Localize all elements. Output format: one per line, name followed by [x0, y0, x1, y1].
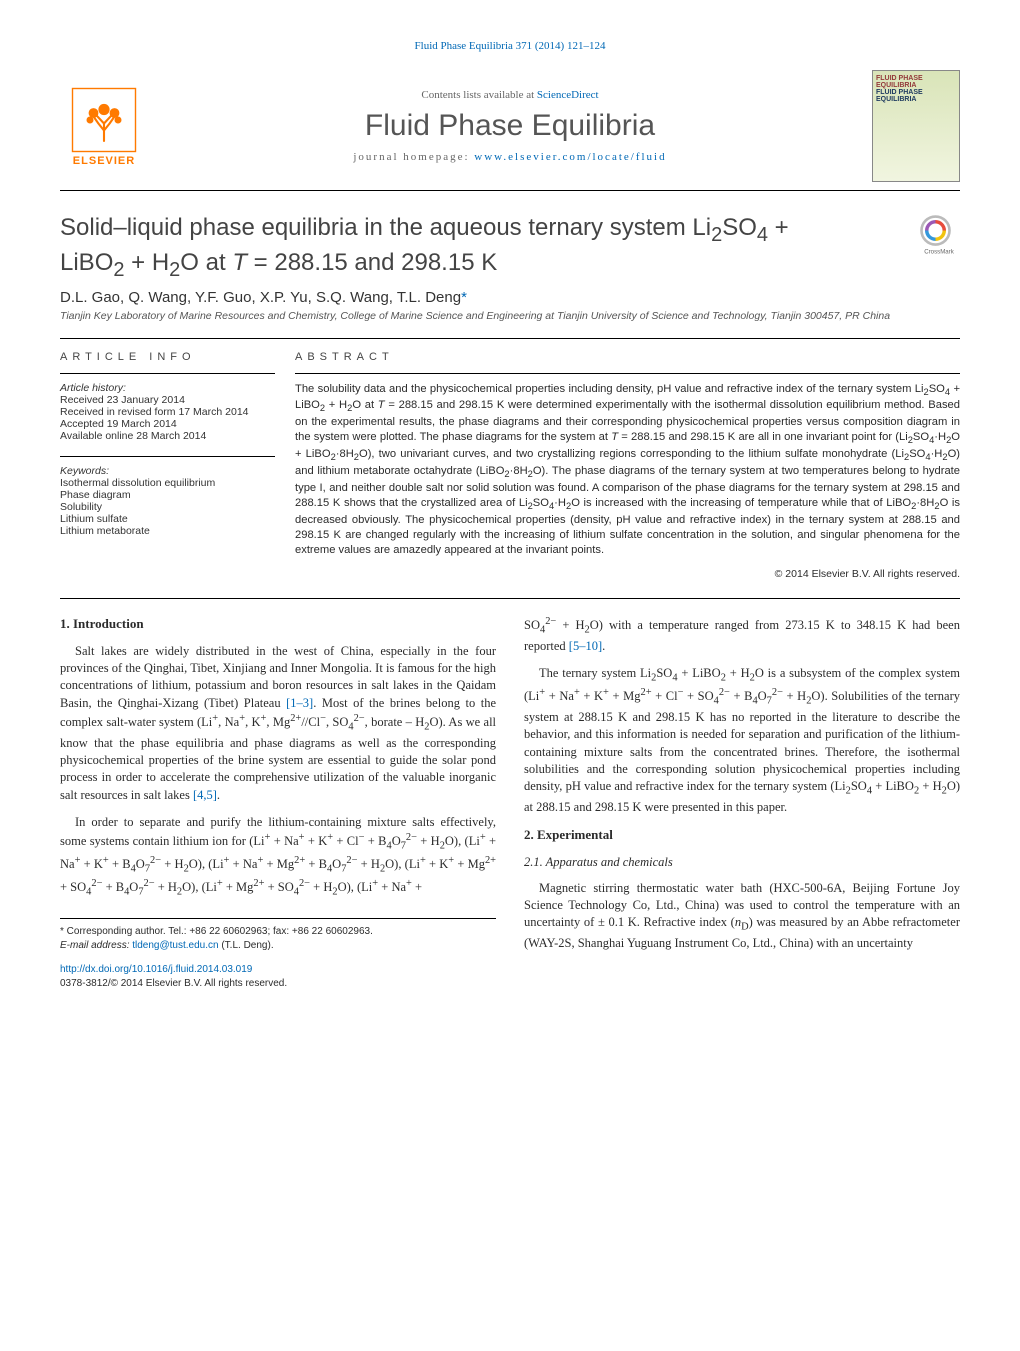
masthead: ELSEVIER Contents lists available at Sci…: [60, 70, 960, 191]
left-column: 1. Introduction Salt lakes are widely di…: [60, 615, 496, 991]
affiliation: Tianjin Key Laboratory of Marine Resourc…: [60, 310, 960, 322]
keyword: Isothermal dissolution equilibrium: [60, 477, 275, 489]
col2-p2: The ternary system Li2SO4 + LiBO2 + H2O …: [524, 665, 960, 816]
keyword: Solubility: [60, 501, 275, 513]
corresponding-author: * Corresponding author. Tel.: +86 22 606…: [60, 925, 496, 939]
article-info-column: ARTICLE INFO Article history: Received 2…: [60, 351, 295, 580]
article-info-heading: ARTICLE INFO: [60, 351, 275, 363]
cover-text-1b: EQUILIBRIA: [876, 82, 956, 89]
section-1-p2: In order to separate and purify the lith…: [60, 814, 496, 900]
elsevier-text: ELSEVIER: [73, 155, 135, 167]
elsevier-tree-icon: [69, 85, 139, 155]
section-1-heading: 1. Introduction: [60, 615, 496, 633]
body-columns: 1. Introduction Salt lakes are widely di…: [60, 598, 960, 991]
title-row: Solid–liquid phase equilibria in the aqu…: [60, 213, 960, 283]
article-title: Solid–liquid phase equilibria in the aqu…: [60, 213, 820, 283]
email-row: E-mail address: tldeng@tust.edu.cn (T.L.…: [60, 939, 496, 953]
abstract-column: ABSTRACT The solubility data and the phy…: [295, 351, 960, 580]
homepage-label: journal homepage:: [353, 151, 474, 163]
keywords-label: Keywords:: [60, 465, 275, 477]
sciencedirect-link[interactable]: ScienceDirect: [537, 89, 599, 101]
cover-text-2b: EQUILIBRIA: [876, 96, 956, 103]
abstract-text: The solubility data and the physicochemi…: [295, 382, 960, 558]
journal-cover-icon: FLUID PHASE EQUILIBRIA FLUID PHASE EQUIL…: [872, 70, 960, 182]
issn-copyright: 0378-3812/© 2014 Elsevier B.V. All right…: [60, 977, 496, 991]
journal-homepage: journal homepage: www.elsevier.com/locat…: [148, 151, 872, 163]
header-citation: Fluid Phase Equilibria 371 (2014) 121–12…: [60, 40, 960, 52]
abstract-copyright: © 2014 Elsevier B.V. All rights reserved…: [295, 568, 960, 580]
cover-text-2a: FLUID PHASE: [876, 89, 956, 96]
history-line: Received in revised form 17 March 2014: [60, 406, 275, 418]
journal-title: Fluid Phase Equilibria: [148, 109, 872, 143]
history-line: Accepted 19 March 2014: [60, 418, 275, 430]
keyword: Lithium sulfate: [60, 513, 275, 525]
history-line: Received 23 January 2014: [60, 394, 275, 406]
paper-page: Fluid Phase Equilibria 371 (2014) 121–12…: [0, 0, 1020, 1031]
keywords: Keywords: Isothermal dissolution equilib…: [60, 456, 275, 537]
section-1-p1: Salt lakes are widely distributed in the…: [60, 643, 496, 804]
meta-abstract-row: ARTICLE INFO Article history: Received 2…: [60, 338, 960, 580]
footer-block: http://dx.doi.org/10.1016/j.fluid.2014.0…: [60, 963, 496, 991]
crossmark-icon[interactable]: CrossMark: [918, 213, 960, 255]
authors: D.L. Gao, Q. Wang, Y.F. Guo, X.P. Yu, S.…: [60, 289, 960, 306]
section-2-1-heading: 2.1. Apparatus and chemicals: [524, 854, 960, 871]
doi-link[interactable]: http://dx.doi.org/10.1016/j.fluid.2014.0…: [60, 963, 496, 977]
col2-p1: SO42− + H2O) with a temperature ranged f…: [524, 615, 960, 655]
elsevier-logo: ELSEVIER: [60, 82, 148, 170]
cover-text-1a: FLUID PHASE: [876, 75, 956, 82]
email-link[interactable]: tldeng@tust.edu.cn: [132, 940, 218, 951]
history-line: Available online 28 March 2014: [60, 430, 275, 442]
contents-available: Contents lists available at ScienceDirec…: [148, 89, 872, 101]
article-history: Article history: Received 23 January 201…: [60, 373, 275, 442]
email-who: (T.L. Deng).: [219, 940, 274, 951]
footnotes: * Corresponding author. Tel.: +86 22 606…: [60, 918, 496, 953]
history-label: Article history:: [60, 382, 275, 394]
homepage-link[interactable]: www.elsevier.com/locate/fluid: [474, 151, 666, 163]
abstract-heading: ABSTRACT: [295, 351, 960, 363]
contents-text: Contents lists available at: [421, 89, 536, 101]
keyword: Phase diagram: [60, 489, 275, 501]
keyword: Lithium metaborate: [60, 525, 275, 537]
right-column: SO42− + H2O) with a temperature ranged f…: [524, 615, 960, 991]
masthead-center: Contents lists available at ScienceDirec…: [148, 89, 872, 163]
crossmark-label: CrossMark: [924, 248, 954, 255]
section-2-heading: 2. Experimental: [524, 826, 960, 844]
email-label: E-mail address:: [60, 940, 132, 951]
section-2-1-p1: Magnetic stirring thermostatic water bat…: [524, 880, 960, 953]
